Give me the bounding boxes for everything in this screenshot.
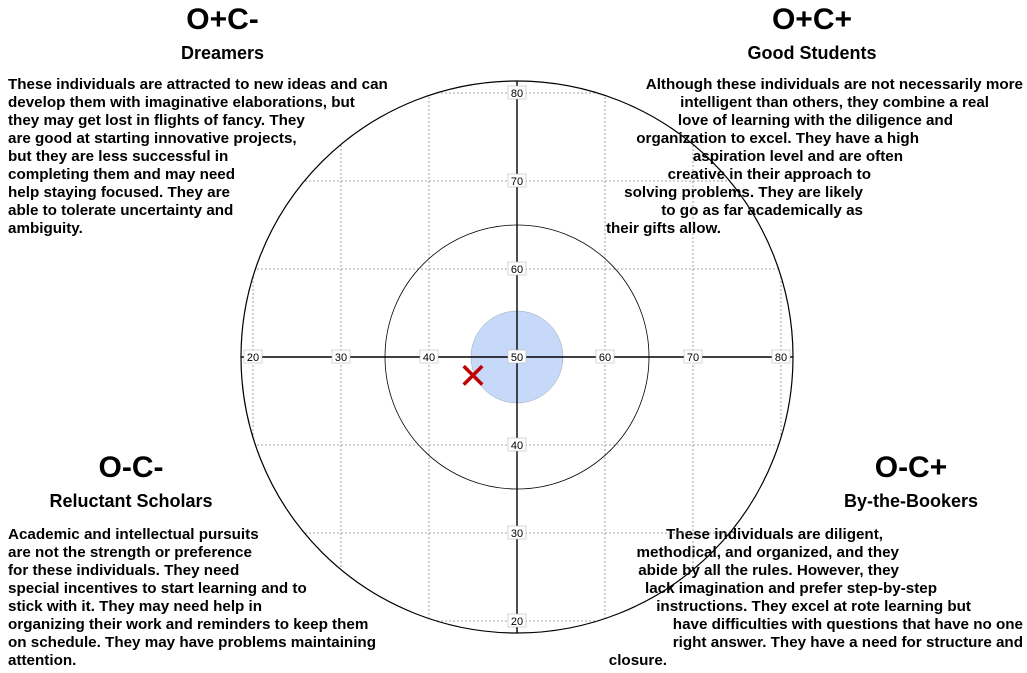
description-line: creative in their approach to	[667, 166, 871, 183]
description-line: to go as far academically as	[661, 202, 863, 219]
description-line: develop them with imaginative elaboratio…	[8, 94, 355, 111]
tick-label-box	[683, 349, 703, 364]
description-line: help staying focused. They are	[8, 184, 230, 201]
description-line: abide by all the rules. However, they	[638, 562, 899, 579]
description-line: Academic and intellectual pursuits	[8, 526, 259, 543]
tick-label-box	[771, 349, 791, 364]
description-line: have difficulties with questions that ha…	[672, 616, 1023, 633]
description-line: on schedule. They may have problems main…	[8, 634, 376, 651]
quadrant-code: O+C+	[771, 3, 853, 36]
description-line: special incentives to start learning and…	[8, 580, 307, 597]
tick-label: 70	[511, 176, 523, 188]
quadrant-description: Academic and intellectual pursuits are no…	[8, 526, 392, 670]
description-line: organizing their work and reminders to k…	[8, 616, 369, 633]
description-line: for these individuals. They need	[8, 562, 240, 579]
tick-label-box	[331, 349, 351, 364]
tick-label: 80	[511, 88, 523, 100]
tick-label-box	[595, 349, 615, 364]
description-line: are not the strength or preference	[8, 544, 252, 561]
description-line: completing them and may need	[8, 166, 236, 183]
tick-label-box	[507, 525, 527, 540]
quadrant-bottom-right: O-C+ By-the-Bookers	[800, 452, 1022, 512]
tick-label-box	[419, 349, 439, 364]
tick-label: 40	[511, 440, 523, 452]
tick-label: 40	[423, 352, 435, 364]
description-line: closure.	[608, 652, 667, 669]
tick-label: 50	[511, 352, 523, 364]
quadrant-description: These individuals are attracted to new i…	[8, 76, 436, 238]
description-line: These individuals are attracted to new i…	[8, 76, 388, 93]
tick-label-box	[507, 85, 527, 100]
quadrant-description: Although these individuals are not neces…	[601, 76, 1023, 238]
quadrant-name: By-the-Bookers	[843, 491, 979, 511]
tick-label: 20	[511, 616, 523, 628]
description-line: their gifts allow.	[605, 220, 721, 237]
description-line: instructions. They excel at rote learnin…	[656, 598, 971, 615]
quadrant-top-right: O+C+ Good Students	[597, 4, 1027, 64]
description-line: intelligent than others, they combine a …	[680, 94, 989, 111]
description-line: organization to excel. They have a high	[636, 130, 919, 147]
tick-label-box	[507, 613, 527, 628]
description-line: Although these individuals are not neces…	[645, 76, 1023, 93]
description-line: they may get lost in flights of fancy. T…	[8, 112, 305, 129]
tick-label-box	[243, 349, 263, 364]
description-line: but they are less successful in	[8, 148, 229, 165]
quadrant-code: O-C+	[874, 451, 948, 484]
quadrant-name: Dreamers	[180, 43, 265, 63]
tick-label: 60	[599, 352, 611, 364]
description-line: methodical, and organized, and they	[636, 544, 899, 561]
description-line: able to tolerate uncertainty and	[8, 202, 234, 219]
description-line: love of learning with the diligence and	[677, 112, 953, 129]
quadrant-code: O-C-	[98, 451, 164, 484]
quadrant-top-left: O+C- Dreamers	[0, 4, 445, 64]
tick-label: 30	[335, 352, 347, 364]
description-line: These individuals are diligent,	[666, 526, 883, 543]
tick-label-box	[507, 349, 527, 364]
tick-label: 20	[247, 352, 259, 364]
description-line: attention.	[8, 652, 77, 669]
description-line: right answer. They have a need for struc…	[672, 634, 1023, 651]
tick-label-box	[507, 173, 527, 188]
description-line: lack imagination and prefer step-by-step	[644, 580, 937, 597]
description-line: stick with it. They may need help in	[8, 598, 263, 615]
quadrant-code: O+C-	[186, 3, 259, 36]
quadrant-name: Good Students	[747, 43, 877, 63]
description-line: solving problems. They are likely	[624, 184, 863, 201]
quadrant-description: These individuals are diligent, methodica…	[607, 526, 1023, 670]
tick-label: 80	[775, 352, 787, 364]
description-line: are good at starting innovative projects…	[8, 130, 297, 147]
tick-label-box	[507, 261, 527, 276]
quadrant-bottom-left: O-C- Reluctant Scholars	[0, 452, 262, 512]
tick-label: 70	[687, 352, 699, 364]
quadrant-name: Reluctant Scholars	[49, 491, 213, 511]
tick-label: 30	[511, 528, 523, 540]
description-line: ambiguity.	[8, 220, 83, 237]
marker-x: ✕	[458, 356, 488, 397]
tick-label: 60	[511, 264, 523, 276]
tick-label-box	[507, 437, 527, 452]
description-line: aspiration level and are often	[692, 148, 903, 165]
